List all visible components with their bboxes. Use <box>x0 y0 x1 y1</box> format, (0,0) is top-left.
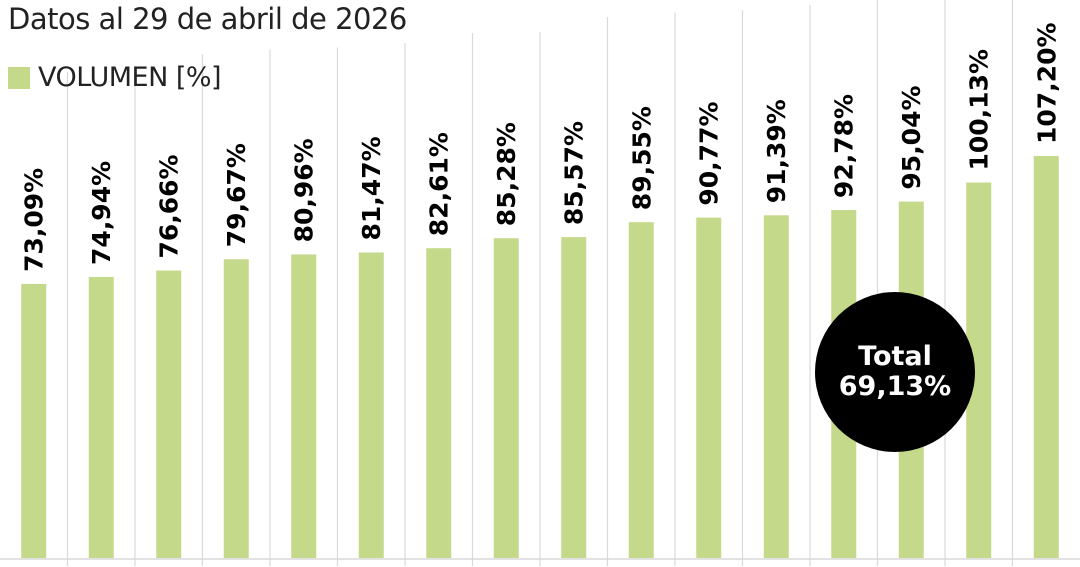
data-label: 89,55% <box>627 106 656 210</box>
data-label: 95,04% <box>897 85 926 189</box>
bar <box>223 259 249 558</box>
bar <box>561 237 587 559</box>
bar <box>426 248 452 558</box>
bar <box>628 222 654 558</box>
data-label: 76,66% <box>155 154 184 258</box>
bar <box>156 270 182 558</box>
chart-legend: VOLUMEN [%] <box>8 62 222 93</box>
data-label: 91,39% <box>762 99 791 203</box>
data-label: 107,20% <box>1032 22 1061 144</box>
data-label: 100,13% <box>965 49 994 171</box>
data-label: 79,67% <box>222 143 251 247</box>
bar <box>493 238 519 558</box>
data-label: 82,61% <box>425 132 454 236</box>
legend-swatch <box>8 66 30 89</box>
data-label: 90,77% <box>695 101 724 205</box>
total-label: Total <box>858 340 932 372</box>
bars <box>21 156 1059 559</box>
bar <box>1033 156 1059 558</box>
data-label: 80,96% <box>290 138 319 242</box>
data-label: 81,47% <box>357 136 386 240</box>
data-label: 85,28% <box>492 122 521 226</box>
bar <box>358 252 384 559</box>
data-label: 85,57% <box>560 121 589 225</box>
bar <box>763 215 789 558</box>
total-badge: Total 69,13% <box>815 292 975 452</box>
total-value: 69,13% <box>838 371 952 402</box>
data-label: 92,78% <box>830 94 859 198</box>
bar <box>88 276 114 558</box>
bar <box>21 283 47 558</box>
data-labels: 73,09% 74,94% 76,66% 79,67% 80,96% 81,47% 82,6… <box>20 22 1062 271</box>
legend-label: VOLUMEN [%] <box>38 62 222 93</box>
data-label: 73,09% <box>20 168 49 272</box>
bar <box>291 254 317 558</box>
chart-subtitle: Datos al 29 de abril de 2026 <box>8 2 407 36</box>
bar <box>696 217 722 559</box>
data-label: 74,94% <box>87 161 116 265</box>
